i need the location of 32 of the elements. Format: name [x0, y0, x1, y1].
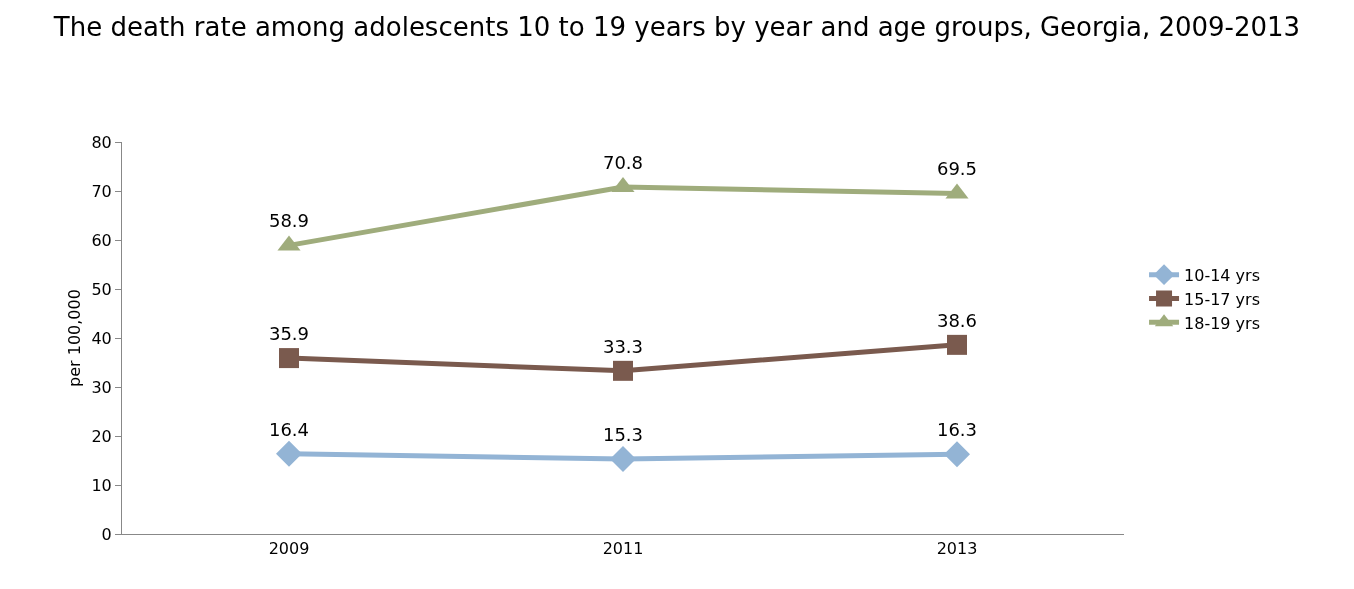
y-tick-label: 40 [91, 328, 112, 348]
y-tick-label: 0 [101, 524, 112, 544]
y-tick-label: 50 [91, 279, 112, 299]
data-label: 38.6 [936, 309, 978, 331]
legend-label: 15-17 yrs [1184, 289, 1261, 309]
data-label: 69.5 [936, 158, 978, 180]
legend-label: 10-14 yrs [1184, 265, 1261, 285]
point [947, 334, 967, 355]
data-label: 15.3 [602, 424, 644, 446]
y-axis-title: per 100,000 [65, 289, 84, 387]
x-tick-label: 2011 [602, 539, 644, 559]
point [944, 441, 970, 468]
point [610, 446, 636, 473]
y-tick-label: 60 [91, 230, 112, 250]
data-label: 70.8 [602, 152, 644, 174]
point [279, 348, 299, 369]
legend-label: 18-19 yrs [1184, 313, 1261, 333]
data-label: 16.4 [268, 418, 310, 440]
y-tick-label: 20 [91, 426, 112, 446]
y-tick-label: 30 [91, 377, 112, 397]
point [613, 360, 633, 381]
data-label: 35.9 [268, 323, 310, 345]
x-tick-label: 2009 [268, 539, 310, 559]
data-label: 33.3 [602, 335, 644, 357]
chart-title: The death rate among adolescents 10 to 19 years by year and age groups, Georgia, 2009-2013 [52, 11, 1301, 42]
data-label: 16.3 [936, 419, 978, 441]
x-tick-label: 2013 [936, 539, 978, 559]
y-tick-label: 70 [91, 181, 112, 201]
y-tick-label: 10 [91, 475, 112, 495]
point [276, 440, 302, 467]
data-label: 58.9 [268, 210, 310, 232]
y-tick-label: 80 [91, 132, 112, 152]
